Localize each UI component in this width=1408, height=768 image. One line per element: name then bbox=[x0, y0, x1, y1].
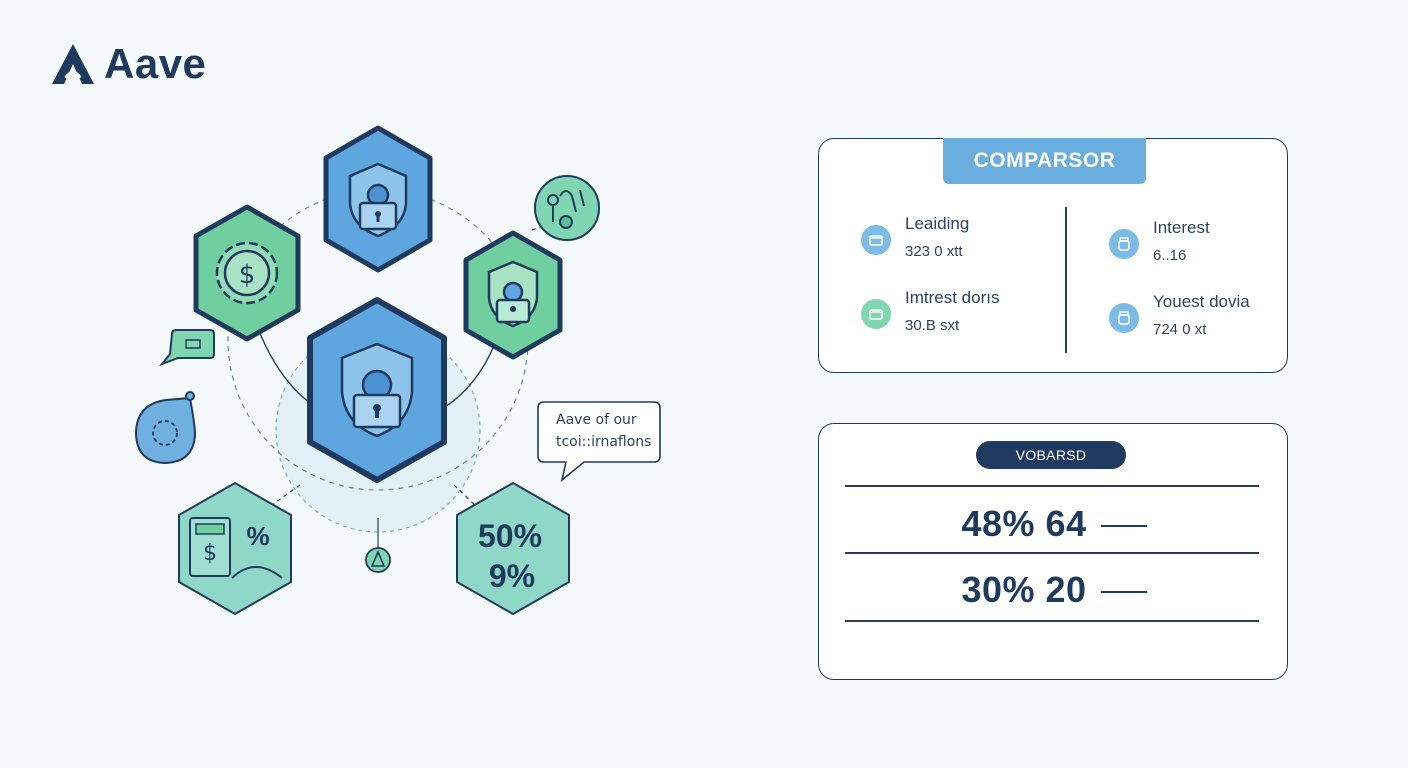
drop-icon bbox=[134, 391, 197, 465]
dollar-icon: $ bbox=[239, 260, 256, 290]
stat-dash bbox=[1100, 525, 1147, 527]
warning-icon bbox=[365, 547, 391, 573]
stat-row: 30% 20 bbox=[819, 562, 1289, 618]
wallet-icon bbox=[861, 225, 891, 255]
row-divider bbox=[845, 552, 1259, 554]
dollar-icon: $ bbox=[203, 541, 217, 566]
jar-icon bbox=[1109, 303, 1139, 333]
metric-lending: Leaiding 323 0 xtt bbox=[861, 213, 969, 262]
chat-bubble-small-icon bbox=[158, 329, 215, 367]
metric-value: 323 0 xtt bbox=[905, 243, 963, 260]
row-divider bbox=[845, 620, 1259, 622]
hex-stats: 50% 9% bbox=[456, 482, 570, 615]
callout-line-1: Aave of our bbox=[556, 412, 637, 428]
metric-interest-dorıs: Imtrest dorıs 30.B sxt bbox=[861, 287, 999, 336]
jar-icon bbox=[1109, 229, 1139, 259]
metric-value: 6..16 bbox=[1153, 247, 1187, 264]
metric-label: Leaiding bbox=[905, 214, 970, 233]
stats-card: VOBARSD 48% 64 30% 20 bbox=[818, 423, 1288, 680]
hex-lock-center bbox=[307, 297, 447, 483]
hex-stat-bottom: 9% bbox=[489, 558, 535, 594]
metric-label: Interest bbox=[1153, 218, 1210, 237]
security-diagram: $ $ % 50% 9% bbox=[134, 125, 661, 615]
comparison-title: COMPARSOR bbox=[943, 138, 1146, 184]
stat-dash bbox=[1100, 591, 1147, 593]
metric-youest-dovia: Youest dovia 724 0 xt bbox=[1109, 291, 1250, 340]
metric-label: Youest dovia bbox=[1153, 292, 1250, 311]
brand-logo[interactable]: Aave bbox=[50, 40, 206, 88]
speech-callout: Aave of our tcoi::irnaflons bbox=[537, 401, 661, 483]
hex-lock-right bbox=[463, 230, 563, 360]
metric-interest: Interest 6..16 bbox=[1109, 217, 1210, 266]
comparison-card: COMPARSOR Leaiding 323 0 xtt Imtrest dor… bbox=[818, 138, 1288, 373]
hex-dollar-percent: $ % bbox=[178, 482, 292, 615]
stat-value: 48% 64 bbox=[961, 503, 1087, 544]
user-icon bbox=[502, 281, 524, 303]
metric-value: 30.B sxt bbox=[905, 317, 960, 334]
metric-value: 724 0 xt bbox=[1153, 321, 1207, 338]
metric-label: Imtrest dorıs bbox=[905, 288, 1000, 307]
column-divider bbox=[1065, 207, 1067, 353]
callout-line-2: tcoi::irnaflons bbox=[556, 434, 651, 450]
stats-title-pill: VOBARSD bbox=[976, 441, 1126, 469]
row-divider bbox=[845, 485, 1259, 487]
wallet-icon bbox=[861, 299, 891, 329]
percent-badge: % bbox=[246, 521, 269, 551]
analytics-circle bbox=[534, 175, 600, 241]
hex-stat-top: 50% bbox=[478, 518, 542, 554]
hex-gear-dollar: $ bbox=[193, 204, 301, 342]
hill-shape bbox=[231, 566, 283, 579]
connector-line bbox=[453, 484, 481, 511]
center-dashed-ring bbox=[275, 327, 481, 533]
brand-name: Aave bbox=[104, 40, 207, 87]
stat-value: 30% 20 bbox=[961, 569, 1087, 610]
aave-logo-icon bbox=[52, 44, 94, 84]
hex-lock-top bbox=[323, 125, 433, 273]
stat-row: 48% 64 bbox=[819, 496, 1289, 552]
